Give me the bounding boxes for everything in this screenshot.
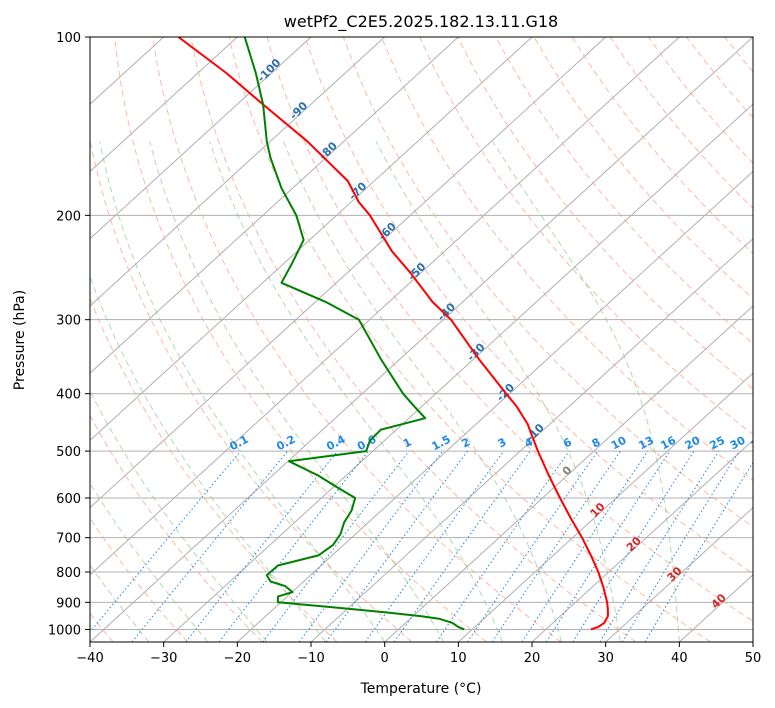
temperature-profile bbox=[177, 37, 609, 631]
moist-adiabat bbox=[99, 141, 386, 642]
chart-title: wetPf2_C2E5.2025.182.13.11.G18 bbox=[284, 12, 558, 32]
mixing-ratio-line bbox=[298, 450, 444, 642]
dry-adiabat bbox=[419, 37, 753, 436]
mixing-ratio-label: 30 bbox=[728, 434, 748, 453]
isotherm bbox=[90, 37, 753, 642]
x-tick-label: 0 bbox=[381, 651, 389, 666]
isotherm bbox=[90, 37, 312, 240]
mixing-ratio-line bbox=[545, 450, 671, 642]
moist-adiabat bbox=[90, 564, 150, 642]
x-tick-label: −30 bbox=[150, 651, 177, 666]
y-tick-label: 500 bbox=[56, 445, 81, 460]
dry-adiabat bbox=[90, 138, 413, 642]
isotherm bbox=[531, 439, 753, 642]
y-tick-label: 100 bbox=[56, 31, 81, 46]
x-tick-label: 20 bbox=[524, 651, 541, 666]
mixing-ratio-line bbox=[325, 450, 468, 642]
dewpoint-profile bbox=[243, 37, 465, 631]
mixing-ratio-line bbox=[621, 450, 740, 642]
x-tick-label: 40 bbox=[671, 651, 688, 666]
mixing-ratio-line bbox=[90, 450, 242, 633]
mixing-ratio-line bbox=[262, 450, 410, 642]
dry-adiabat bbox=[90, 297, 338, 642]
background-lines bbox=[90, 37, 753, 642]
dry-adiabat bbox=[457, 37, 753, 390]
y-tick-label: 700 bbox=[56, 532, 81, 547]
moist-adiabat bbox=[90, 275, 327, 642]
dry-adiabat bbox=[152, 37, 562, 642]
y-tick-label: 300 bbox=[56, 314, 81, 329]
mixing-ratio-line bbox=[521, 450, 649, 642]
profiles bbox=[177, 37, 609, 631]
dry-adiabat bbox=[266, 37, 753, 622]
dry-adiabat bbox=[114, 37, 487, 642]
y-tick-label: 1000 bbox=[48, 623, 81, 638]
x-tick-label: 10 bbox=[450, 651, 467, 666]
x-tick-label: −10 bbox=[297, 651, 324, 666]
moist-adiabat bbox=[209, 141, 503, 642]
isotherm bbox=[90, 37, 238, 173]
x-axis: −40 −30 −20 −10 0 10 20 30 40 50 bbox=[76, 642, 761, 666]
mixing-ratio-line bbox=[467, 450, 599, 642]
mixing-ratio-label: 25 bbox=[707, 434, 727, 453]
dry-adiabat bbox=[190, 37, 637, 642]
y-axis-label: Pressure (hPa) bbox=[12, 290, 28, 390]
mixing-ratio-line bbox=[131, 450, 288, 642]
y-tick-label: 900 bbox=[56, 596, 81, 611]
dry-adiabat bbox=[90, 517, 189, 642]
moist-adiabat bbox=[492, 141, 680, 642]
isotherm bbox=[384, 305, 753, 642]
isotherm bbox=[457, 372, 753, 642]
mixing-ratio-label: 13 bbox=[636, 434, 656, 453]
isotherm bbox=[236, 170, 753, 642]
y-tick-label: 400 bbox=[56, 388, 81, 403]
moist-adiabat bbox=[375, 141, 621, 642]
dry-adiabat bbox=[304, 37, 753, 575]
x-axis-label: Temperature (°C) bbox=[360, 681, 482, 697]
plot-frame bbox=[89, 36, 754, 643]
y-tick-label: 600 bbox=[56, 492, 81, 507]
isotherm bbox=[163, 103, 753, 642]
isotherm bbox=[310, 237, 753, 642]
isotherm bbox=[90, 37, 607, 509]
isotherm bbox=[90, 37, 533, 442]
y-axis: 1000 900 800 700 600 500 400 300 200 100 bbox=[48, 31, 90, 638]
mixing-ratio-line bbox=[491, 450, 621, 642]
y-tick-label: 800 bbox=[56, 566, 81, 581]
dry-adiabat bbox=[90, 414, 263, 642]
dry-adiabat bbox=[381, 37, 753, 482]
moist-adiabat bbox=[149, 141, 445, 642]
moist-adiabat bbox=[90, 389, 268, 642]
isotherm bbox=[605, 506, 753, 642]
dry-adiabat bbox=[533, 37, 753, 300]
mixing-ratio-line bbox=[435, 450, 570, 642]
mixing-ratio-line bbox=[185, 450, 338, 642]
x-tick-label: −40 bbox=[76, 651, 103, 666]
x-tick-label: 50 bbox=[745, 651, 762, 666]
dry-adiabat bbox=[228, 37, 711, 642]
mixing-ratio-line bbox=[572, 450, 695, 642]
dry-adiabat bbox=[342, 37, 753, 528]
mixing-ratio-label: 20 bbox=[683, 434, 703, 453]
dry-adiabat bbox=[495, 37, 753, 345]
mixing-ratio-label: 10 bbox=[609, 434, 629, 453]
mixing-ratio-line bbox=[364, 450, 505, 642]
mixing-ratio-label: 36 bbox=[749, 434, 769, 453]
mixing-ratio-label: 16 bbox=[658, 434, 678, 453]
isotherm bbox=[90, 37, 680, 576]
mixing-ratio-line bbox=[393, 450, 531, 642]
mixing-ratio-lines bbox=[90, 450, 753, 642]
moist-adiabat bbox=[282, 141, 562, 642]
x-tick-label: 30 bbox=[597, 651, 614, 666]
isotherm bbox=[90, 37, 386, 307]
x-tick-label: −20 bbox=[224, 651, 251, 666]
moist-adiabat bbox=[90, 482, 209, 642]
y-tick-label: 200 bbox=[56, 209, 81, 224]
isotherm bbox=[90, 37, 459, 374]
